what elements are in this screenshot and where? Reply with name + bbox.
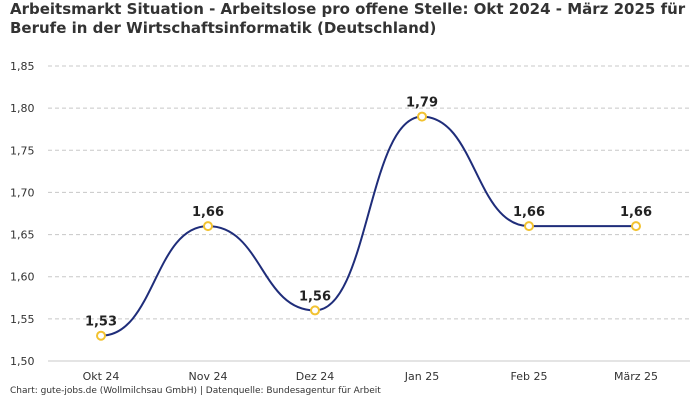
data-label: 1,66 bbox=[513, 205, 545, 220]
x-tick-label: März 25 bbox=[614, 370, 658, 383]
data-label: 1,56 bbox=[299, 289, 331, 304]
y-tick-label: 1,60 bbox=[10, 271, 35, 284]
chart-title: Arbeitsmarkt Situation - Arbeitslose pro… bbox=[10, 0, 690, 38]
data-point bbox=[524, 221, 534, 232]
x-tick-label: Feb 25 bbox=[511, 370, 548, 383]
data-point bbox=[310, 305, 320, 316]
data-point bbox=[203, 221, 213, 232]
data-label: 1,53 bbox=[85, 315, 117, 330]
y-tick-label: 1,55 bbox=[10, 313, 35, 326]
y-tick-label: 1,75 bbox=[10, 144, 35, 157]
y-tick-label: 1,70 bbox=[10, 186, 35, 199]
y-tick-label: 1,85 bbox=[10, 60, 35, 73]
data-label: 1,79 bbox=[406, 96, 438, 111]
y-tick-label: 1,50 bbox=[10, 355, 35, 368]
data-label: 1,66 bbox=[192, 205, 224, 220]
x-tick-label: Dez 24 bbox=[296, 370, 335, 383]
data-point bbox=[96, 330, 106, 341]
chart-source: Chart: gute-jobs.de (Wollmilchsau GmbH) … bbox=[10, 386, 381, 396]
x-tick-label: Nov 24 bbox=[189, 370, 228, 383]
data-point bbox=[631, 221, 641, 232]
y-tick-label: 1,65 bbox=[10, 229, 35, 242]
data-label: 1,66 bbox=[620, 205, 652, 220]
series-line bbox=[100, 115, 636, 337]
y-tick-label: 1,80 bbox=[10, 102, 35, 115]
data-point bbox=[417, 111, 427, 122]
x-tick-label: Jan 25 bbox=[404, 370, 439, 383]
chart-title-line-2: Berufe in der Wirtschaftsinformatik (Deu… bbox=[10, 19, 437, 37]
x-tick-label: Okt 24 bbox=[83, 370, 120, 383]
chart-title-line-1: Arbeitsmarkt Situation - Arbeitslose pro… bbox=[10, 0, 686, 18]
